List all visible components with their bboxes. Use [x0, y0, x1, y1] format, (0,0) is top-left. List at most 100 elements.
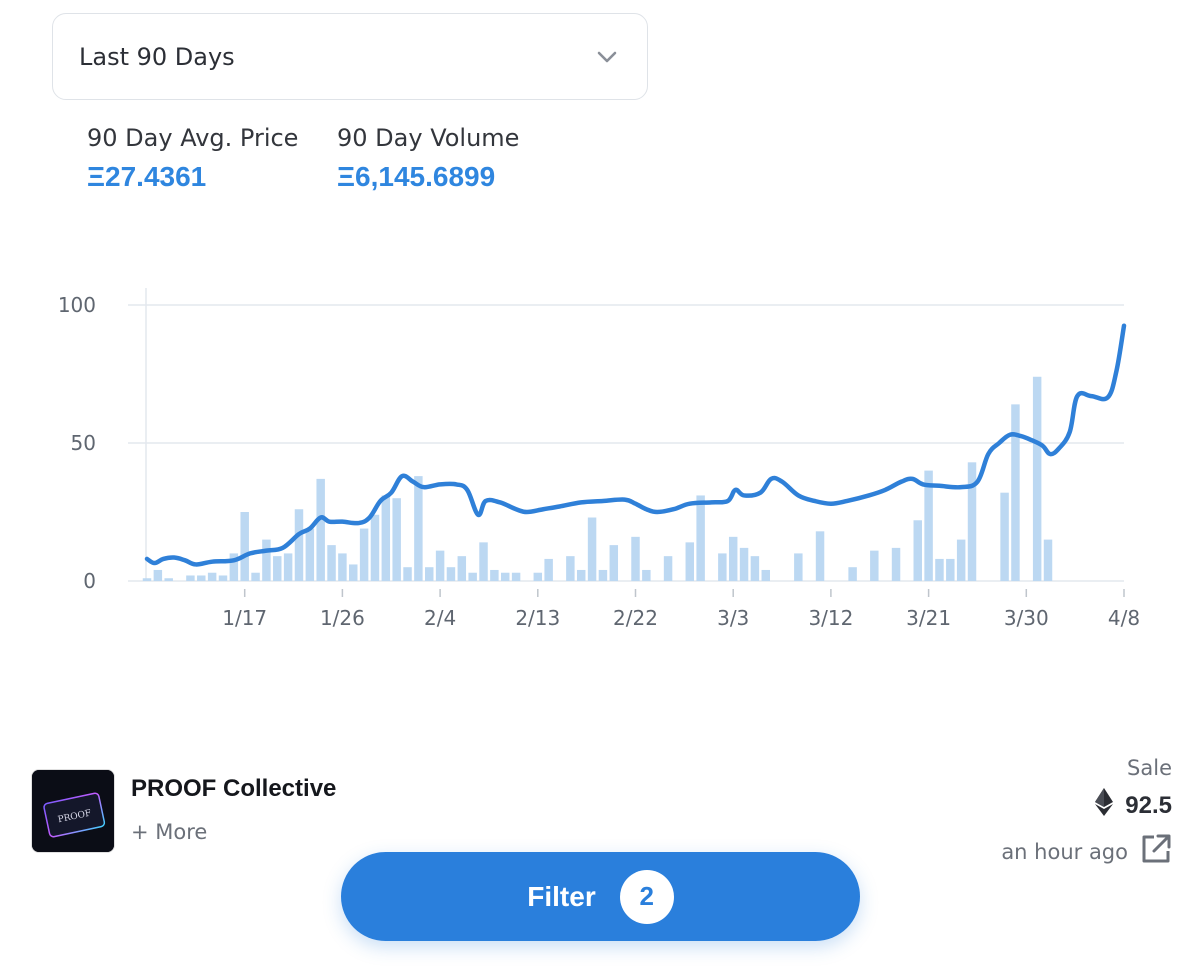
volume-bar: [587, 517, 597, 581]
volume-label: 90 Day Volume: [337, 124, 520, 152]
volume-bar: [848, 567, 857, 581]
volume-bar: [728, 536, 738, 581]
volume-bar: [631, 536, 640, 581]
volume-bar: [490, 569, 499, 581]
volume-bar: [435, 550, 445, 581]
volume-bar: [533, 572, 543, 581]
volume-bar: [164, 578, 173, 581]
sale-time: an hour ago: [1001, 839, 1128, 864]
period-select-value: Last 90 Days: [79, 42, 235, 71]
volume-bar: [956, 539, 966, 581]
volume-stat: 90 Day Volume Ξ6,145.6899: [337, 124, 519, 193]
volume-bar: [479, 542, 488, 581]
volume-bar: [403, 567, 412, 581]
volume-bar: [946, 558, 955, 581]
x-tick-label: 4/8: [1108, 606, 1140, 630]
volume-bar: [370, 514, 380, 581]
volume-bar: [316, 478, 325, 581]
volume-bar: [425, 567, 434, 581]
x-tick-label: 3/3: [717, 606, 749, 630]
collection-name[interactable]: PROOF Collective: [131, 775, 337, 802]
volume-bar: [750, 556, 760, 581]
volume-bar: [739, 547, 749, 581]
volume-bar: [349, 564, 358, 581]
volume-bar: [870, 550, 879, 581]
volume-bar: [283, 553, 293, 581]
volume-bar: [642, 569, 651, 581]
x-tick-label: 2/4: [424, 606, 456, 630]
sale-time-row: an hour ago: [1001, 833, 1172, 870]
price-volume-chart[interactable]: 0 50 100 1/17 1/26 2/4 2/13 2/22 3/3 3/12 3/21 3/30…: [0, 270, 1200, 650]
volume-bar: [967, 462, 977, 581]
collection-more-link[interactable]: + More: [131, 820, 208, 844]
x-tick-label: 3/12: [808, 606, 853, 630]
volume-bar: [186, 575, 195, 581]
volume-bar: [273, 556, 282, 581]
volume-bar: [1011, 404, 1020, 581]
volume-bar: [761, 569, 771, 581]
volume-bar: [197, 575, 206, 581]
filter-count-badge: 2: [619, 869, 674, 924]
volume-bar: [294, 509, 304, 581]
external-link-icon[interactable]: [1140, 833, 1172, 870]
volume-bar: [696, 495, 705, 581]
y-tick-label: 100: [58, 293, 96, 317]
proof-card-image: PROOF: [32, 770, 114, 852]
volume-bar: [305, 528, 315, 581]
collection-thumbnail[interactable]: PROOF: [31, 769, 115, 853]
x-tick-label: 3/30: [1004, 606, 1049, 630]
volume-bar: [381, 495, 391, 581]
volume-bar: [924, 470, 933, 581]
avg-price-label: 90 Day Avg. Price: [87, 124, 299, 152]
volume-bar: [500, 572, 510, 581]
volume-bar: [251, 572, 260, 581]
volume-bar: [913, 520, 922, 581]
volume-bar: [685, 542, 695, 581]
y-tick-label: 50: [71, 431, 96, 455]
volume-bar: [891, 547, 901, 581]
volume-bar: [218, 575, 228, 581]
x-tick-label: 2/13: [515, 606, 560, 630]
volume-bar: [598, 569, 608, 581]
volume-bar: [338, 553, 347, 581]
sale-label: Sale: [1127, 756, 1172, 780]
volume-bar: [240, 512, 249, 581]
avg-price-value: Ξ27.4361: [87, 161, 207, 192]
x-tick-label: 1/26: [320, 606, 365, 630]
y-tick-label: 0: [83, 569, 96, 593]
volume-bar: [511, 572, 521, 581]
volume-bar: [544, 558, 553, 581]
volume-bar: [414, 476, 423, 581]
volume-bar: [392, 498, 401, 581]
x-tick-label: 2/22: [613, 606, 658, 630]
volume-bar: [262, 539, 271, 581]
filter-button[interactable]: Filter 2: [341, 852, 860, 941]
sale-price-value: 92.5: [1125, 791, 1172, 819]
volume-bar: [457, 556, 467, 581]
volume-bar: [142, 578, 152, 581]
volume-bar: [1000, 492, 1009, 581]
volume-bar: [359, 528, 369, 581]
volume-bar: [815, 531, 825, 581]
volume-bar: [794, 553, 803, 581]
ethereum-icon: [1095, 788, 1114, 823]
x-tick-label: 3/21: [906, 606, 951, 630]
volume-bar: [1032, 376, 1042, 581]
volume-bar: [718, 553, 727, 581]
volume-bar: [327, 545, 336, 581]
volume-bar: [153, 569, 163, 581]
period-select[interactable]: Last 90 Days: [52, 13, 648, 100]
volume-bar: [935, 558, 944, 581]
volume-bar: [609, 545, 619, 581]
volume-bar: [446, 567, 456, 581]
volume-bar: [207, 572, 217, 581]
volume-value: Ξ6,145.6899: [337, 161, 496, 192]
volume-bar: [566, 556, 575, 581]
avg-price-line: [144, 323, 1127, 567]
volume-bar: [1043, 539, 1053, 581]
x-tick-label: 1/17: [222, 606, 267, 630]
sale-price: 92.5: [1001, 788, 1172, 823]
volume-bar: [576, 569, 586, 581]
chevron-down-icon: [595, 45, 619, 69]
